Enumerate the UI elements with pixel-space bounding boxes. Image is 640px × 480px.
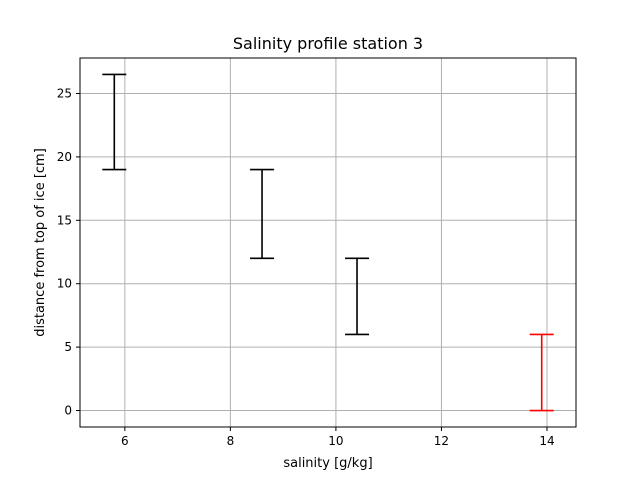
y-tick-label: 0 bbox=[64, 404, 72, 418]
x-tick-label: 14 bbox=[539, 434, 554, 448]
y-tick-label: 15 bbox=[57, 213, 72, 227]
error-bar bbox=[250, 168, 275, 260]
x-tick-label: 6 bbox=[121, 434, 129, 448]
x-axis-label: salinity [g/kg] bbox=[283, 456, 372, 471]
grid bbox=[80, 58, 576, 427]
y-axis-label: distance from top of ice [cm] bbox=[33, 148, 48, 337]
error-bar bbox=[529, 333, 554, 412]
x-tick-label: 10 bbox=[328, 434, 343, 448]
x-tick-label: 8 bbox=[227, 434, 235, 448]
chart-title: Salinity profile station 3 bbox=[233, 34, 423, 53]
y-tick-label: 25 bbox=[57, 87, 72, 101]
data-marks bbox=[102, 73, 554, 412]
axis-ticks: 6 8 10 12 14 0 5 10 15 20 25 bbox=[57, 87, 555, 448]
y-tick-label: 20 bbox=[57, 150, 72, 164]
y-tick-label: 5 bbox=[64, 340, 72, 354]
error-bar bbox=[345, 257, 370, 336]
y-tick-label: 10 bbox=[57, 277, 72, 291]
x-tick-label: 12 bbox=[434, 434, 449, 448]
plot-frame bbox=[79, 57, 577, 428]
error-bar bbox=[102, 73, 127, 171]
